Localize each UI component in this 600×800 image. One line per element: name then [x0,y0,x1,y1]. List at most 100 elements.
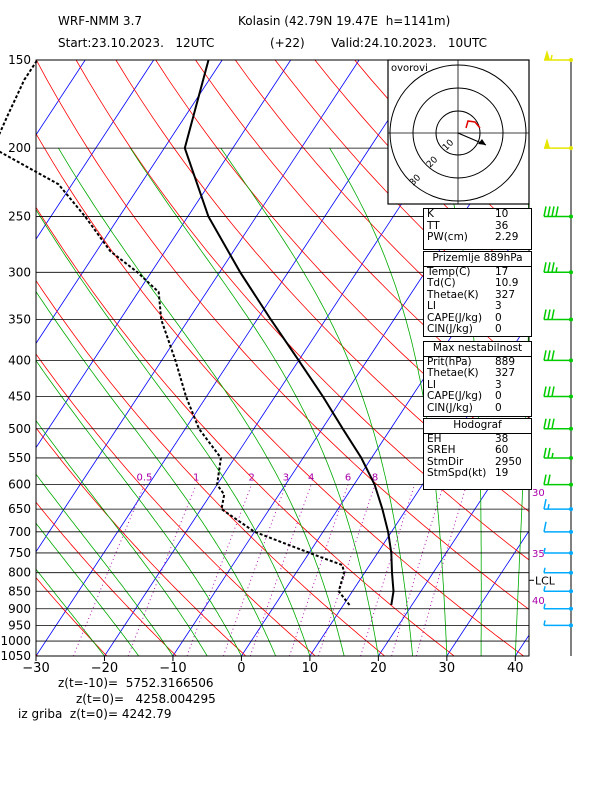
moist-adiabat-line [130,147,379,656]
mixing-ratio-line [127,484,197,656]
row-tt: TT 36 [427,219,509,232]
wind-barb [543,447,573,460]
y-tick-label: 950 [8,618,31,632]
forecast-offset: (+22) [270,36,305,50]
wind-barb [543,547,573,555]
dry-adiabat-line [36,206,455,656]
x-tick-label: −20 [91,661,118,676]
indices-box: K 10 TT 36 PW(cm) 2.29 [423,208,532,250]
mixing-ratio-label: 6 [345,473,351,484]
y-tick-label: 500 [8,422,31,436]
wind-barb [543,418,573,431]
dry-adiabat-line [36,427,247,656]
x-tick-label: 40 [507,661,524,676]
wind-barb [543,567,573,575]
mixing-ratio-line [415,484,468,656]
mixing-ratio-line [186,484,253,656]
moist-adiabat-line [36,419,208,656]
height-from-grib: iz griba z(t=0)= 4242.79 [18,707,172,721]
x-tick-label: −30 [22,661,49,676]
y-tick-label: 300 [8,265,31,279]
x-tick-label: 10 [302,661,319,676]
moist-adiabat-line [36,568,105,656]
wind-barb [543,521,573,534]
instability-box-title: Max nestabilnost [424,342,531,357]
row-pw: PW(cm) 2.29 [427,231,519,243]
wind-barb [543,262,573,275]
temperature-profile [183,59,395,606]
moist-adiabat-line [36,522,140,656]
moist-adiabat-line [36,290,277,656]
right-side-label: 35 [532,549,545,560]
x-tick-label: 30 [439,661,456,676]
wind-barb [543,586,573,594]
y-tick-label: 1000 [0,634,31,648]
surface-box-title: Prizemlje 889hPa [424,252,531,267]
dry-adiabat-line [36,279,385,656]
right-side-label: 30 [532,488,545,499]
row-k: K 10 [427,208,509,220]
mixing-ratio-label: 4 [308,473,314,484]
instability-box: Max nestabilnost Prit(hPa) 889 Thetae(K) 3… [423,341,532,417]
mixing-ratio-line [391,484,445,656]
wind-barb [543,350,573,363]
dry-adiabat-line [554,60,600,656]
y-tick-label: 550 [8,451,31,465]
isotherm-line [36,60,428,656]
y-tick-label: 250 [8,209,31,223]
wind-barb [543,620,573,628]
wind-barb [543,386,573,399]
y-tick-label: 200 [8,141,31,155]
mixing-ratio-line [249,484,312,656]
height-t-zero: z(t=0)= 4258.004295 [76,692,216,706]
isotherm-line [378,426,529,656]
hodograph-box: Hodograf EH 38 SREH 60 StmDir 2950 StmSpd(k… [423,418,532,490]
model-name: WRF-NMM 3.7 [58,14,143,28]
hodograph-label: ovorovi [391,63,428,74]
y-tick-label: 700 [8,525,31,539]
moist-adiabat-line [329,147,448,656]
isotherm-line [36,60,360,553]
wind-barb [543,206,573,219]
isotherm-line [584,60,600,656]
mixing-ratio-label: 1 [193,473,199,484]
x-tick-label: 20 [370,661,387,676]
isotherm-line [36,60,292,449]
mixing-ratio-line [222,484,287,656]
wind-barb [544,138,573,151]
mixing-ratio-line [360,484,416,656]
y-tick-label: 850 [8,584,31,598]
wind-barb [543,309,573,322]
isotherm-line [36,60,155,240]
y-tick-label: 450 [8,389,31,403]
storm-motion-arrowhead [478,139,486,145]
isotherm-line [36,60,223,345]
wind-barb [543,474,573,487]
run-start: Start:23.10.2023. 12UTC [58,36,215,50]
y-tick-label: 1050 [0,649,31,663]
y-tick-label: 600 [8,478,31,492]
dry-adiabat-line [594,60,600,656]
y-tick-label: 400 [8,353,31,367]
isotherm-line [446,530,529,656]
moist-adiabat-line [36,208,311,656]
y-tick-label: 650 [8,502,31,516]
surface-box: Prizemlje 889hPa Temp(C) 17 Td(C) 10.9 The… [423,251,532,337]
x-tick-label: −10 [159,661,186,676]
moist-adiabat-line [58,147,345,656]
mixing-ratio-label: 0.5 [137,473,153,484]
hodograph-box-title: Hodograf [424,419,531,434]
mixing-ratio-label: 3 [283,473,289,484]
moist-adiabat-line [220,147,413,656]
y-tick-label: 900 [8,602,31,616]
y-tick-label: 150 [8,53,31,67]
valid-time: Valid:24.10.2023. 10UTC [331,36,487,50]
right-side-label: 40 [532,596,545,607]
wind-barb [543,498,573,512]
wind-barb [543,603,573,611]
hodograph-trace [465,120,481,129]
y-tick-label: 750 [8,546,31,560]
lcl-label: LCL [535,574,556,587]
station-info: Kolasin (42.79N 19.47E h=1141m) [238,14,451,28]
dewpoint-profile [0,59,351,606]
